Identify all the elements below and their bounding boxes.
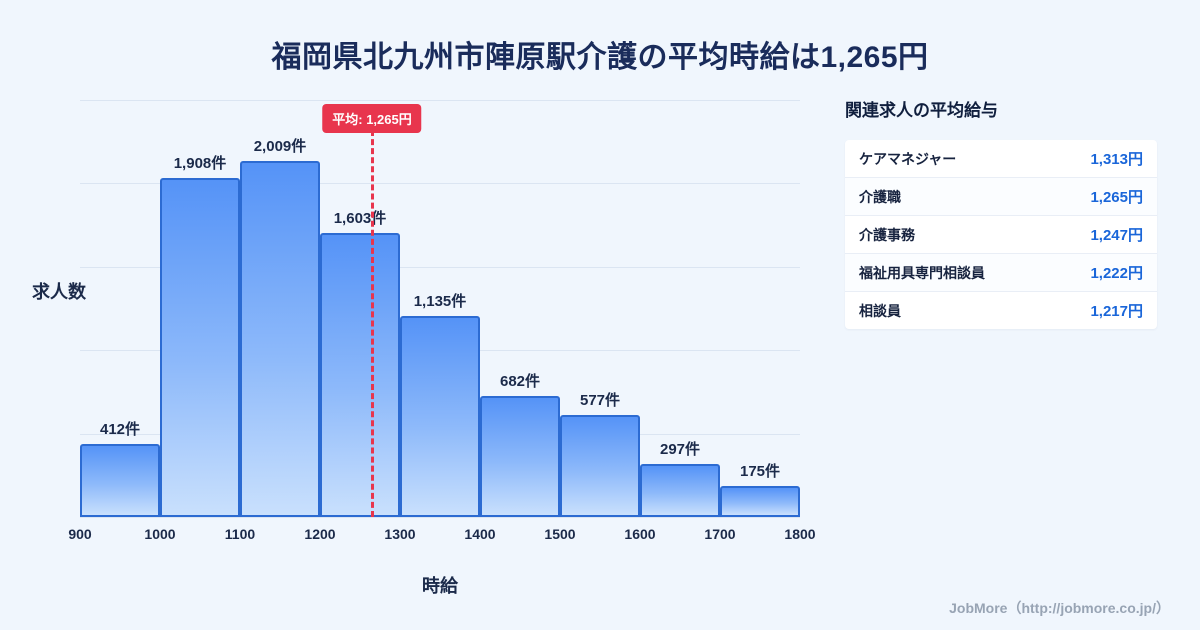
bar-slot: 2,009件	[240, 100, 320, 517]
histogram-bar	[320, 232, 400, 517]
bar-slot: 412件	[80, 100, 160, 517]
job-title: ケアマネジャー	[859, 150, 957, 167]
bar-value-label: 577件	[579, 391, 621, 409]
average-line	[371, 130, 374, 517]
histogram-bar	[640, 464, 720, 517]
bar-slot: 577件	[560, 100, 640, 517]
bar-value-label: 2,009件	[253, 137, 307, 155]
bars-area: 412件 1,908件 2,009件 1,603件 1,135件 682件 577件 297件…	[80, 100, 800, 517]
y-axis-label: 求人数	[32, 282, 86, 302]
bar-value-label: 412件	[99, 420, 141, 438]
x-tick-label: 1000	[144, 526, 176, 542]
histogram-bar	[480, 395, 560, 517]
bar-value-label: 1,135件	[413, 292, 467, 310]
x-tick-label: 1700	[704, 526, 736, 542]
x-tick-label: 1800	[784, 526, 816, 542]
wage-value: 1,265円	[1090, 189, 1143, 206]
salary-row: ケアマネジャー 1,313円	[845, 140, 1157, 178]
footer-credit: JobMore（http://jobmore.co.jp/）	[949, 600, 1170, 616]
wage-value: 1,217円	[1090, 303, 1143, 320]
x-tick-label: 1300	[384, 526, 416, 542]
bar-value-label: 297件	[659, 441, 701, 459]
job-title: 福祉用具専門相談員	[859, 264, 985, 281]
salary-row: 介護事務 1,247円	[845, 216, 1157, 254]
bar-value-label: 682件	[499, 372, 541, 390]
x-tick-label: 1400	[464, 526, 496, 542]
related-salary-table: ケアマネジャー 1,313円介護職 1,265円介護事務 1,247円福祉用具専門相談…	[845, 140, 1157, 329]
histogram-bar	[560, 414, 640, 517]
x-tick-label: 1500	[544, 526, 576, 542]
x-axis-label: 時給	[422, 576, 458, 596]
gridline	[80, 100, 800, 101]
bar-slot: 175件	[720, 100, 800, 517]
histogram-bar	[160, 178, 240, 517]
sidebar-heading: 関連求人の平均給与	[845, 101, 998, 120]
bar-value-label: 1,603件	[333, 209, 387, 227]
wage-value: 1,313円	[1090, 151, 1143, 168]
bar-value-label: 175件	[739, 462, 781, 480]
bar-slot: 682件	[480, 100, 560, 517]
x-tick-label: 1100	[224, 526, 256, 542]
bar-value-label: 1,908件	[173, 155, 227, 173]
salary-row: 介護職 1,265円	[845, 178, 1157, 216]
wage-value: 1,247円	[1090, 227, 1143, 244]
bar-slot: 1,603件	[320, 100, 400, 517]
gridline	[80, 517, 800, 518]
x-tick-label: 1600	[624, 526, 656, 542]
gridline	[80, 266, 800, 268]
average-badge: 平均: 1,265円	[322, 104, 422, 133]
histogram-chart: 412件 1,908件 2,009件 1,603件 1,135件 682件 577件 297件…	[68, 100, 816, 542]
gridline	[80, 183, 800, 185]
bar-slot: 1,908件	[160, 100, 240, 517]
page-title: 福岡県北九州市陣原駅介護の平均時給は1,265円	[271, 41, 929, 74]
histogram-bar	[80, 443, 160, 517]
x-tick-label: 900	[68, 526, 92, 542]
histogram-bar	[240, 160, 320, 517]
x-tick-label: 1200	[304, 526, 336, 542]
bar-slot: 297件	[640, 100, 720, 517]
histogram-bar	[400, 315, 480, 517]
job-title: 相談員	[859, 302, 901, 319]
job-title: 介護事務	[859, 226, 915, 243]
salary-row: 福祉用具専門相談員 1,222円	[845, 254, 1157, 292]
histogram-bar	[720, 485, 800, 517]
job-title: 介護職	[859, 188, 901, 205]
x-axis-ticks: 900 1000 1100 1200 1300 1400 1500 1600 1700 1800	[68, 517, 815, 542]
wage-value: 1,222円	[1090, 265, 1143, 282]
salary-row: 相談員 1,217円	[845, 292, 1157, 329]
bar-slot: 1,135件	[400, 100, 480, 517]
